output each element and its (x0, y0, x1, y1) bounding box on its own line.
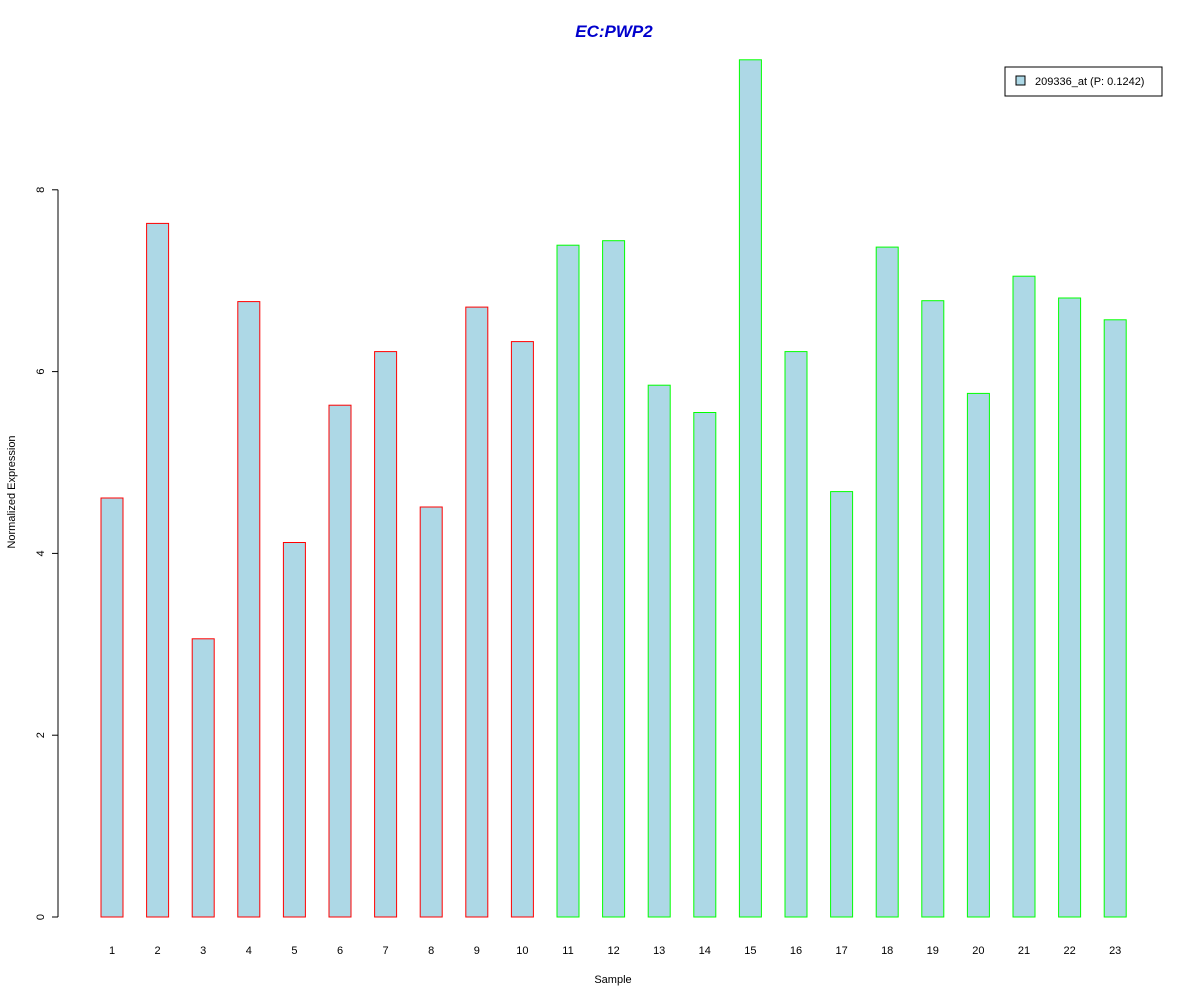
x-tick-label: 4 (246, 945, 252, 957)
bar-sample-6 (328, 404, 352, 918)
y-tick-label: 8 (35, 187, 47, 193)
x-tick-label: 12 (607, 945, 619, 957)
x-tick-label: 11 (562, 945, 573, 957)
x-tick-label: 17 (835, 945, 847, 957)
x-tick-labels: 1 2 3 4 5 6 7 8 9 10 11 12 13 14 15 16 17 18 19 20 21 22 23 (109, 945, 1121, 957)
bar-sample-19 (921, 300, 945, 918)
bar-sample-2 (146, 222, 170, 918)
x-axis-label: Sample (594, 974, 631, 986)
bar-sample-5 (282, 542, 306, 918)
bar-sample-12 (602, 240, 626, 918)
x-tick-label: 10 (516, 945, 528, 957)
y-tick-label: 6 (35, 369, 47, 375)
bar-sample-18 (875, 246, 899, 918)
x-tick-label: 2 (155, 945, 161, 957)
y-tick-label: 2 (35, 732, 47, 738)
x-tick-label: 5 (291, 945, 297, 957)
bar-sample-7 (374, 351, 398, 918)
y-tick-label: 4 (35, 550, 47, 556)
y-tick-label: 0 (35, 914, 47, 920)
bar-sample-3 (191, 638, 215, 918)
bar-sample-15 (738, 59, 762, 918)
bar-sample-8 (419, 506, 443, 918)
x-tick-label: 8 (428, 945, 434, 957)
x-tick-label: 13 (653, 945, 665, 957)
x-tick-label: 1 (109, 945, 115, 957)
legend-swatch (1015, 75, 1026, 86)
bar-sample-22 (1058, 297, 1082, 918)
x-tick-label: 6 (337, 945, 343, 957)
y-axis-label: Normalized Expression (6, 435, 18, 548)
bar-sample-9 (465, 306, 489, 918)
x-tick-label: 15 (744, 945, 756, 957)
bar-sample-10 (510, 341, 534, 918)
bar-sample-16 (784, 351, 808, 918)
bar-sample-13 (647, 384, 671, 918)
legend: 209336_at (P: 0.1242) (1004, 66, 1163, 97)
x-tick-label: 16 (790, 945, 802, 957)
x-tick-label: 7 (383, 945, 389, 957)
bar-sample-23 (1103, 319, 1127, 918)
bar-sample-20 (966, 392, 990, 918)
bar-sample-17 (830, 491, 854, 918)
x-tick-label: 21 (1018, 945, 1030, 957)
x-tick-label: 22 (1063, 945, 1075, 957)
x-tick-label: 14 (699, 945, 711, 957)
chart-title: EC:PWP2 (575, 22, 653, 41)
bar-sample-21 (1012, 275, 1036, 918)
bar-sample-4 (237, 301, 261, 918)
x-tick-label: 20 (972, 945, 984, 957)
x-tick-label: 19 (927, 945, 939, 957)
bar-sample-14 (693, 412, 717, 918)
x-tick-label: 9 (474, 945, 480, 957)
x-tick-label: 18 (881, 945, 893, 957)
x-tick-label: 3 (200, 945, 206, 957)
x-tick-label: 23 (1109, 945, 1121, 957)
bars-group (100, 59, 1127, 918)
bar-sample-1 (100, 497, 124, 918)
legend-label: 209336_at (P: 0.1242) (1035, 76, 1144, 88)
y-axis: 0 2 4 6 8 (35, 187, 59, 920)
bar-sample-11 (556, 244, 580, 918)
legend-box (1004, 66, 1163, 97)
